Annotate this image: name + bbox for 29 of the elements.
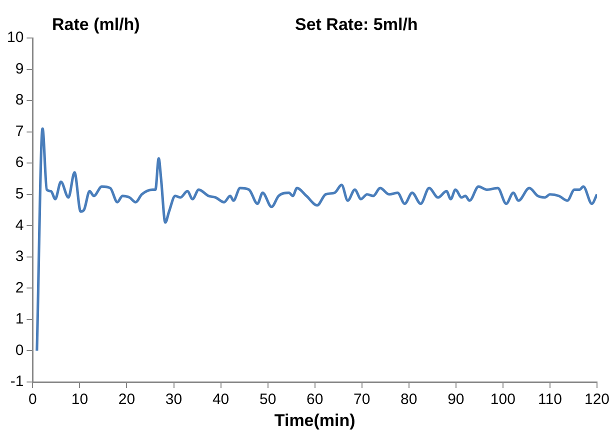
- x-tick-label: 30: [165, 391, 182, 408]
- y-tick-label: 10: [6, 29, 24, 46]
- chart-title: Set Rate: 5ml/h: [295, 15, 418, 34]
- x-tick-label: 20: [118, 391, 136, 408]
- x-tick-label: 80: [400, 391, 418, 408]
- y-tick-label: 6: [15, 154, 24, 172]
- x-tick-label: 90: [448, 391, 464, 408]
- y-tick-label: 7: [15, 122, 24, 140]
- x-tick-label: 10: [71, 391, 88, 408]
- x-tick-label: 70: [354, 391, 370, 408]
- y-tick-label: 3: [15, 248, 24, 266]
- x-tick-label: 40: [212, 391, 230, 408]
- y-tick-label: 2: [15, 279, 24, 296]
- x-tick-label: 0: [28, 391, 37, 408]
- y-tick-label: 1: [15, 310, 24, 328]
- y-axis-title: Rate (ml/h): [52, 15, 140, 34]
- line-series: [36, 127, 597, 352]
- x-tick-label: 50: [259, 391, 276, 408]
- y-tick-label: 9: [15, 60, 24, 78]
- x-tick-label: 120: [584, 391, 610, 408]
- x-tick-label: 100: [490, 391, 516, 408]
- x-tick-label: 110: [538, 391, 562, 408]
- x-axis-title: Time(min): [274, 411, 356, 430]
- y-tick-label: 5: [15, 186, 24, 203]
- y-tick-label: -1: [10, 373, 24, 390]
- x-tick-label: 60: [306, 391, 324, 408]
- y-tick-label: 8: [15, 92, 24, 109]
- y-tick-label: 4: [15, 216, 24, 234]
- y-tick-label: 0: [15, 342, 24, 359]
